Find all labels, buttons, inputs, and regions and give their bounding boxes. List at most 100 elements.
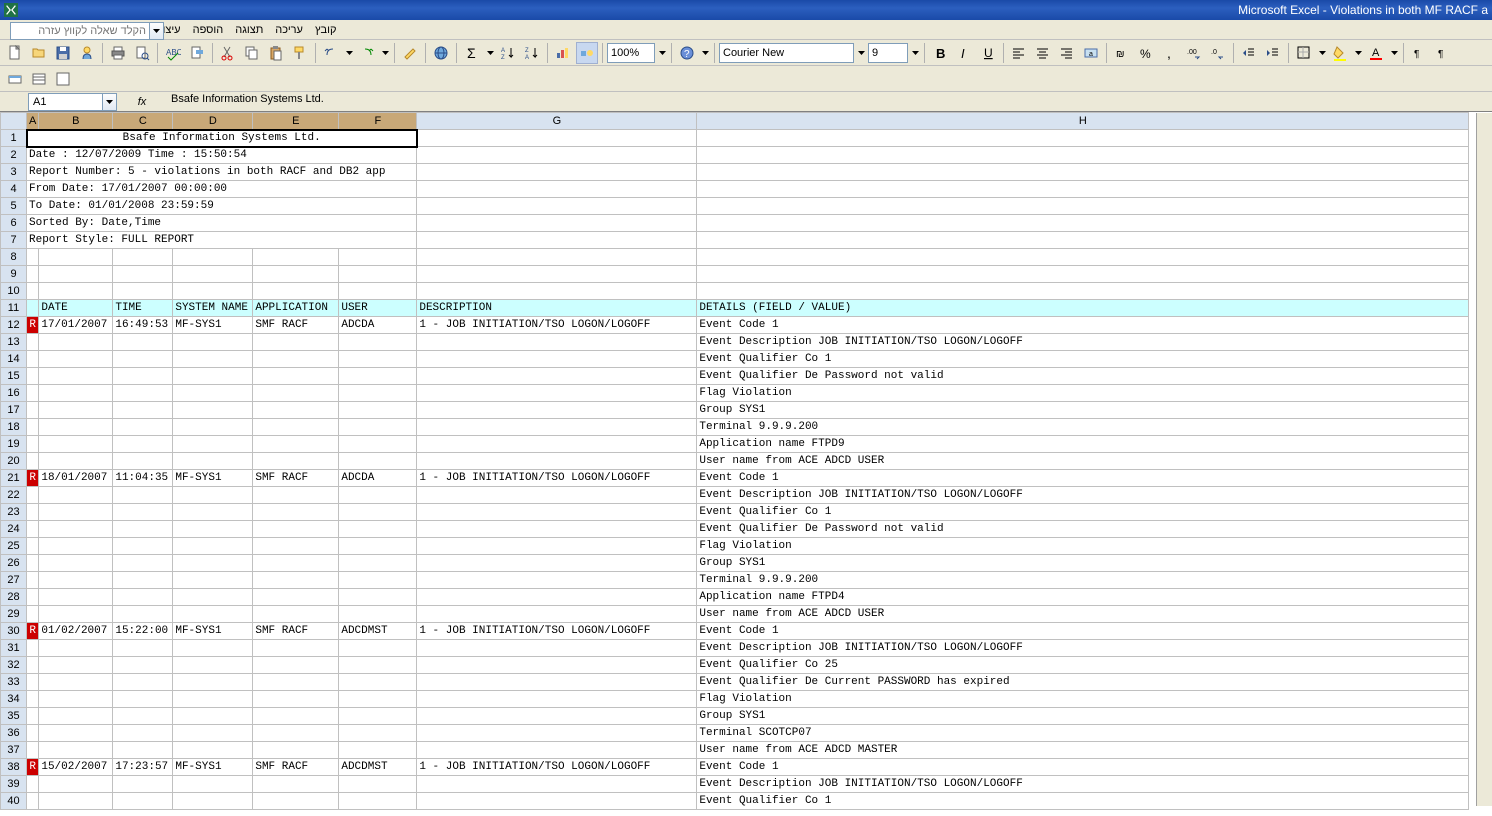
cell[interactable] bbox=[113, 538, 173, 555]
cell[interactable] bbox=[417, 487, 697, 504]
cell[interactable] bbox=[113, 521, 173, 538]
currency-icon[interactable]: ₪ bbox=[1111, 42, 1133, 64]
cell[interactable] bbox=[417, 521, 697, 538]
row-header-32[interactable]: 32 bbox=[1, 657, 27, 674]
zoom-combo[interactable]: 100% bbox=[607, 43, 655, 63]
cell[interactable] bbox=[253, 368, 339, 385]
cell[interactable] bbox=[27, 572, 39, 589]
cell[interactable] bbox=[27, 436, 39, 453]
cell[interactable] bbox=[173, 504, 253, 521]
cell[interactable] bbox=[39, 742, 113, 759]
cell[interactable] bbox=[113, 793, 173, 810]
rtl-icon[interactable]: ¶ bbox=[1408, 42, 1430, 64]
cell[interactable]: Event Description JOB INITIATION/TSO LOG… bbox=[697, 334, 1469, 351]
cell[interactable]: 01/02/2007 bbox=[39, 623, 113, 640]
cell[interactable]: DETAILS (FIELD / VALUE) bbox=[697, 300, 1469, 317]
cell[interactable] bbox=[253, 776, 339, 793]
dec-indent-icon[interactable] bbox=[1238, 42, 1260, 64]
undo-dropdown[interactable] bbox=[344, 42, 354, 64]
cell[interactable]: Event Code 1 bbox=[697, 317, 1469, 334]
cell[interactable] bbox=[173, 555, 253, 572]
borders-dropdown[interactable] bbox=[1317, 42, 1327, 64]
cell[interactable]: User name from ACE ADCD MASTER bbox=[697, 742, 1469, 759]
cell[interactable] bbox=[253, 419, 339, 436]
row-header-38[interactable]: 38 bbox=[1, 759, 27, 776]
row-header-34[interactable]: 34 bbox=[1, 691, 27, 708]
cell[interactable] bbox=[697, 283, 1469, 300]
cell[interactable]: Report Number: 5 - violations in both RA… bbox=[27, 164, 417, 181]
cell[interactable] bbox=[27, 555, 39, 572]
cell[interactable]: R bbox=[27, 759, 39, 776]
row-header-9[interactable]: 9 bbox=[1, 266, 27, 283]
row-header-17[interactable]: 17 bbox=[1, 402, 27, 419]
cell[interactable] bbox=[173, 674, 253, 691]
cell[interactable]: DESCRIPTION bbox=[417, 300, 697, 317]
vertical-scrollbar[interactable] bbox=[1476, 113, 1492, 806]
row-header-26[interactable]: 26 bbox=[1, 555, 27, 572]
cell[interactable]: Event Qualifier De Password not valid bbox=[697, 521, 1469, 538]
row-header-2[interactable]: 2 bbox=[1, 147, 27, 164]
cell[interactable]: Event Qualifier De Password not valid bbox=[697, 368, 1469, 385]
cell[interactable]: Terminal 9.9.9.200 bbox=[697, 572, 1469, 589]
cell[interactable]: SMF RACF bbox=[253, 623, 339, 640]
align-right-icon[interactable] bbox=[1056, 42, 1078, 64]
cell[interactable]: TIME bbox=[113, 300, 173, 317]
cell[interactable] bbox=[173, 776, 253, 793]
cell[interactable] bbox=[697, 249, 1469, 266]
cell[interactable] bbox=[173, 572, 253, 589]
cell[interactable] bbox=[339, 453, 417, 470]
cell[interactable] bbox=[417, 725, 697, 742]
menu-file[interactable]: קובץ bbox=[309, 22, 342, 38]
select-all-corner[interactable] bbox=[1, 113, 27, 130]
cell[interactable] bbox=[253, 674, 339, 691]
cell[interactable]: Group SYS1 bbox=[697, 402, 1469, 419]
cell[interactable] bbox=[417, 555, 697, 572]
font-color-icon[interactable]: A bbox=[1365, 42, 1387, 64]
cell[interactable]: Event Code 1 bbox=[697, 470, 1469, 487]
cell[interactable]: 1 - JOB INITIATION/TSO LOGON/LOGOFF bbox=[417, 470, 697, 487]
cell[interactable] bbox=[339, 402, 417, 419]
row-header-11[interactable]: 11 bbox=[1, 300, 27, 317]
cell[interactable] bbox=[39, 385, 113, 402]
name-box[interactable]: A1 bbox=[28, 93, 103, 111]
row-header-15[interactable]: 15 bbox=[1, 368, 27, 385]
cell[interactable] bbox=[113, 776, 173, 793]
cell[interactable] bbox=[173, 691, 253, 708]
row-header-18[interactable]: 18 bbox=[1, 419, 27, 436]
cell[interactable] bbox=[27, 334, 39, 351]
format-painter-icon[interactable] bbox=[289, 42, 311, 64]
cell[interactable]: 17:23:57 bbox=[113, 759, 173, 776]
cell[interactable] bbox=[173, 351, 253, 368]
cell[interactable]: Terminal SCOTCP07 bbox=[697, 725, 1469, 742]
hyperlink-icon[interactable] bbox=[430, 42, 452, 64]
cell[interactable] bbox=[417, 606, 697, 623]
cell[interactable] bbox=[697, 198, 1469, 215]
cell[interactable] bbox=[173, 266, 253, 283]
cell[interactable]: SMF RACF bbox=[253, 470, 339, 487]
cell[interactable]: ADCDA bbox=[339, 470, 417, 487]
cell[interactable] bbox=[697, 266, 1469, 283]
cell[interactable]: Event Qualifier Co 25 bbox=[697, 657, 1469, 674]
cell[interactable]: ADCDMST bbox=[339, 623, 417, 640]
cell[interactable] bbox=[39, 334, 113, 351]
cell[interactable] bbox=[253, 521, 339, 538]
menu-insert[interactable]: הוספה bbox=[187, 22, 230, 38]
cell[interactable] bbox=[113, 606, 173, 623]
cell[interactable]: From Date: 17/01/2007 00:00:00 bbox=[27, 181, 417, 198]
cell[interactable] bbox=[113, 351, 173, 368]
cell[interactable] bbox=[113, 249, 173, 266]
col-header-H[interactable]: H bbox=[697, 113, 1469, 130]
cell[interactable] bbox=[339, 504, 417, 521]
size-combo[interactable]: 9 bbox=[868, 43, 908, 63]
cell[interactable]: 16:49:53 bbox=[113, 317, 173, 334]
cell[interactable] bbox=[417, 385, 697, 402]
cell[interactable] bbox=[253, 725, 339, 742]
row-header-10[interactable]: 10 bbox=[1, 283, 27, 300]
cell[interactable] bbox=[173, 657, 253, 674]
cell[interactable] bbox=[39, 453, 113, 470]
cell[interactable] bbox=[339, 521, 417, 538]
cell[interactable] bbox=[27, 606, 39, 623]
chart-icon[interactable] bbox=[552, 42, 574, 64]
cell[interactable] bbox=[417, 793, 697, 810]
cell[interactable]: Application name FTPD4 bbox=[697, 589, 1469, 606]
